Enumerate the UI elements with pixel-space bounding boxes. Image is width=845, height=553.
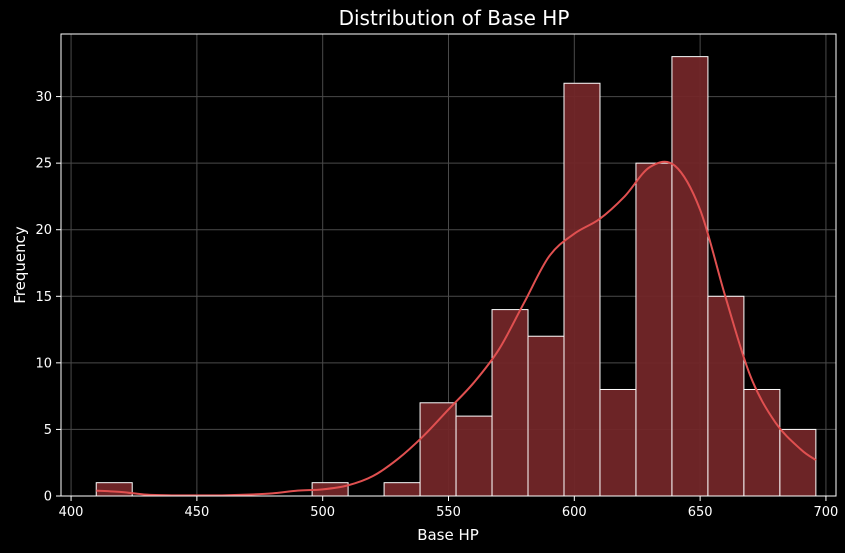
y-tick-label: 25 — [35, 157, 52, 172]
histogram-bar — [635, 162, 673, 497]
x-tick-label: 700 — [814, 505, 839, 520]
histogram-bar — [419, 402, 457, 497]
x-axis-label: Base HP — [417, 526, 479, 544]
histogram-bar — [779, 428, 817, 497]
histogram-bar — [599, 388, 637, 497]
x-tick-label: 650 — [688, 505, 713, 520]
histogram-bar — [491, 309, 529, 497]
histogram-bar — [383, 482, 421, 497]
x-axis-ticks: 400 450 500 550 600 650 700 — [59, 496, 839, 520]
histogram-bar — [455, 415, 493, 497]
x-tick-label: 550 — [436, 505, 461, 520]
histogram-bar — [743, 388, 781, 497]
y-tick-label: 15 — [35, 290, 52, 305]
histogram-bar — [563, 82, 601, 497]
y-tick-label: 0 — [44, 490, 52, 505]
y-tick-label: 30 — [35, 90, 52, 105]
histogram-bars — [95, 56, 817, 497]
kde-curve-layer — [96, 160, 817, 497]
histogram-bar — [671, 56, 709, 497]
kde-curve — [96, 160, 817, 497]
histogram-bar — [527, 335, 565, 497]
x-tick-label: 600 — [562, 505, 587, 520]
y-tick-label: 10 — [35, 356, 52, 371]
histogram-bar — [95, 482, 133, 497]
y-axis-label: Frequency — [11, 226, 29, 304]
chart-title: Distribution of Base HP — [339, 6, 570, 30]
y-axis-ticks: 0 5 10 15 20 25 30 — [35, 90, 61, 505]
histogram-bar — [707, 295, 745, 497]
x-tick-label: 400 — [59, 505, 84, 520]
x-tick-label: 450 — [184, 505, 209, 520]
y-tick-label: 5 — [44, 423, 52, 438]
x-tick-label: 500 — [310, 505, 335, 520]
y-tick-label: 20 — [35, 223, 52, 238]
